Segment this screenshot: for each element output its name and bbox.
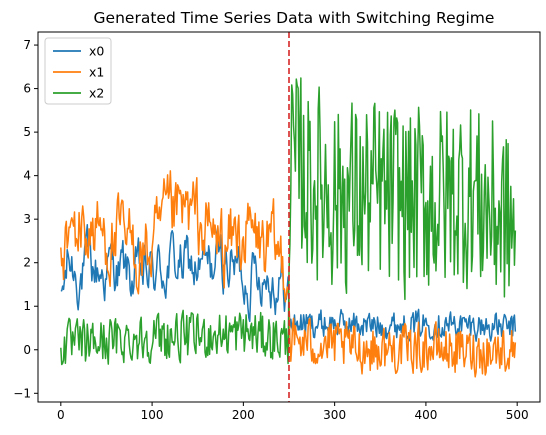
legend: x0 x1 x2 bbox=[44, 37, 112, 105]
y-tick-label: 3 bbox=[23, 212, 31, 226]
x-tick-label: 300 bbox=[323, 408, 346, 422]
y-tick-label: 7 bbox=[23, 38, 31, 52]
legend-label-x0: x0 bbox=[89, 44, 104, 59]
axes-frame bbox=[37, 31, 541, 403]
y-tick-label: 2 bbox=[23, 256, 31, 270]
series-line-x0 bbox=[60, 224, 517, 342]
y-tick-label: 5 bbox=[23, 125, 31, 139]
x-tick-label: 500 bbox=[506, 408, 529, 422]
legend-label-x1: x1 bbox=[89, 65, 104, 80]
chart-title: Generated Time Series Data with Switchin… bbox=[94, 9, 495, 27]
x-tick-label: 0 bbox=[57, 408, 65, 422]
series-line-x2 bbox=[60, 77, 517, 366]
x-tick-label: 200 bbox=[232, 408, 255, 422]
y-tick-label: −1 bbox=[13, 386, 31, 400]
x-tick-label: 400 bbox=[414, 408, 437, 422]
legend-frame bbox=[44, 37, 112, 105]
y-tick-label: 0 bbox=[23, 343, 31, 357]
x-tick-label: 100 bbox=[141, 408, 164, 422]
plot-area bbox=[60, 32, 517, 402]
y-tick-label: 4 bbox=[23, 169, 31, 183]
y-tick-label: 6 bbox=[23, 82, 31, 96]
y-tick-label: 1 bbox=[23, 299, 31, 313]
axis-ticks: 0 100 200 300 400 500 −1 0 1 2 3 4 5 6 7 bbox=[13, 38, 528, 422]
legend-label-x2: x2 bbox=[89, 86, 104, 101]
